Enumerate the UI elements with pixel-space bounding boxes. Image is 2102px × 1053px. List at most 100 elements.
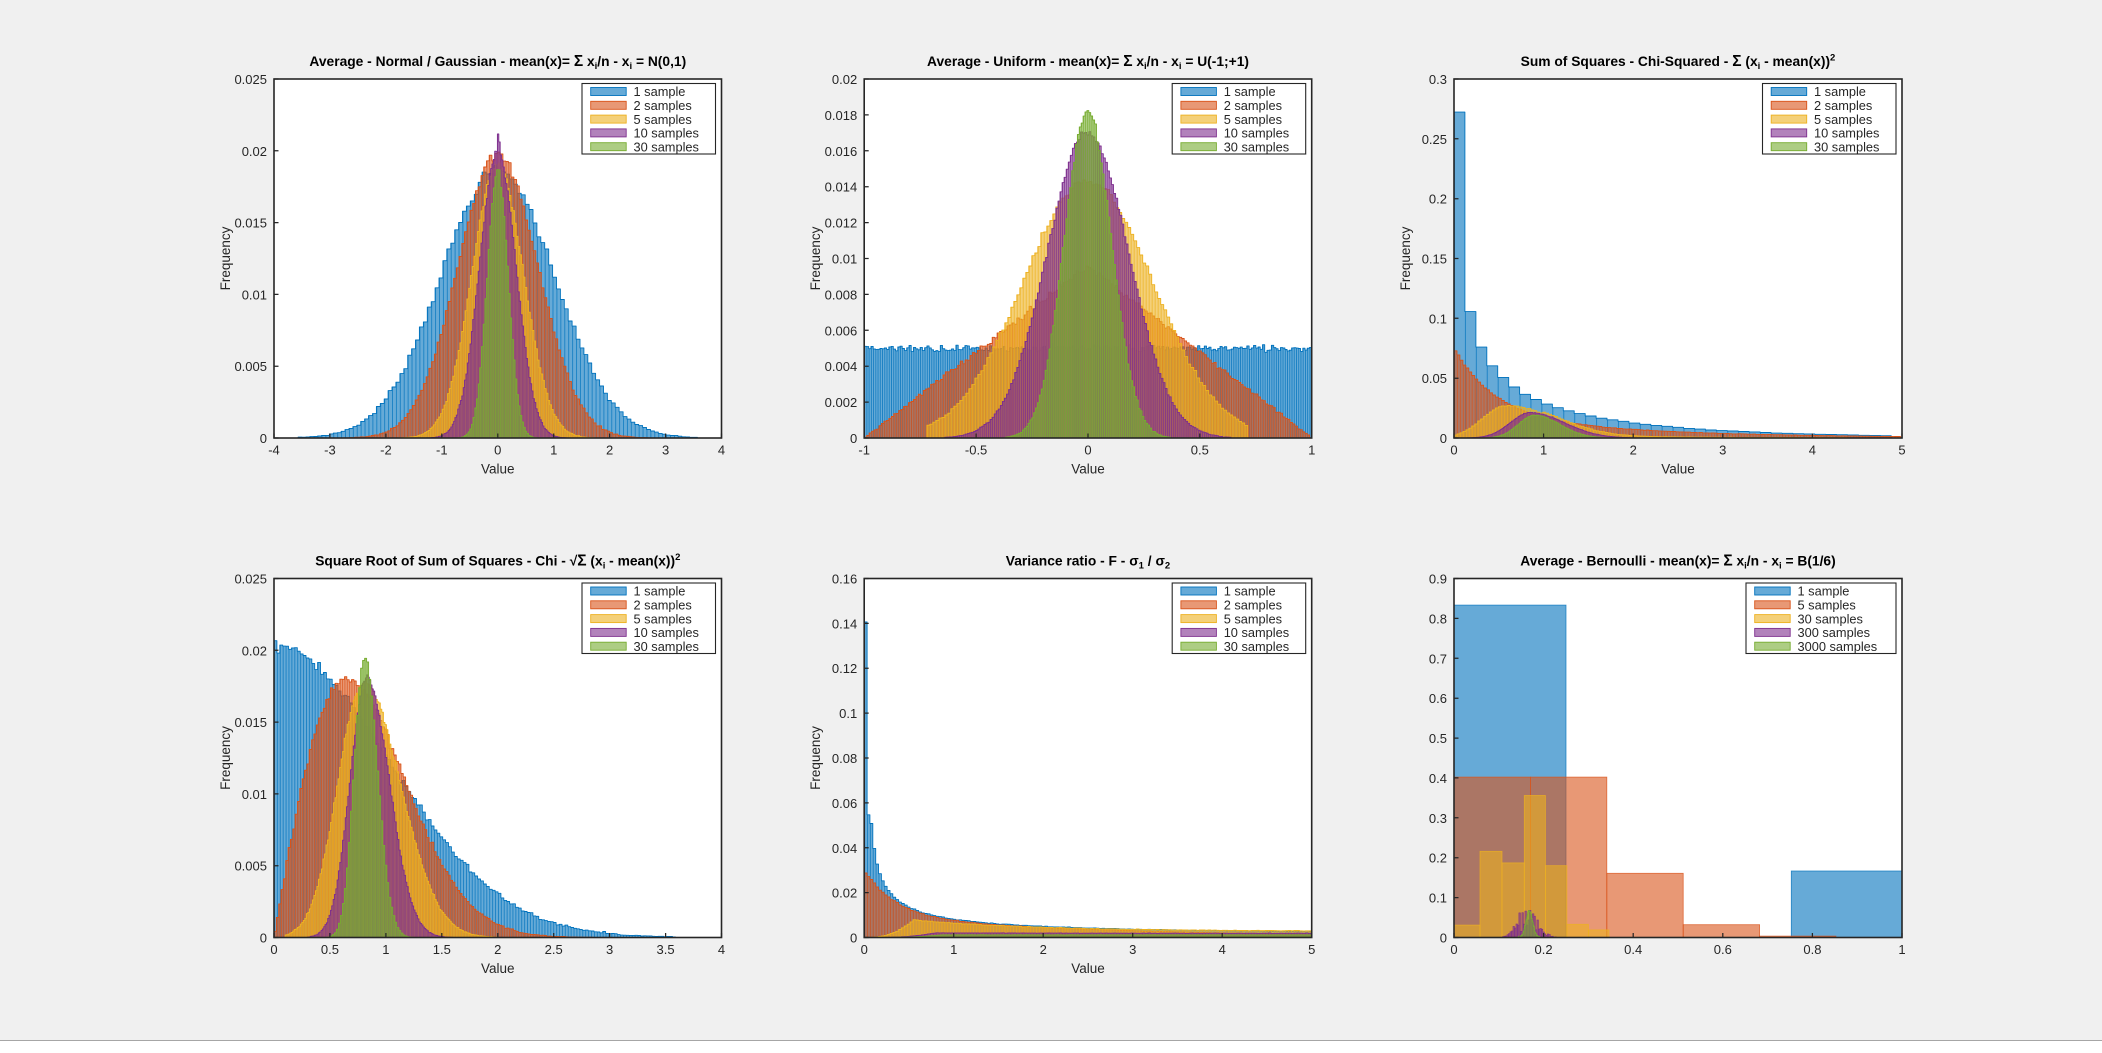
svg-text:3.5: 3.5 bbox=[657, 942, 675, 957]
svg-text:0.5: 0.5 bbox=[1429, 731, 1447, 746]
svg-text:2: 2 bbox=[1040, 942, 1047, 957]
svg-text:Square Root of Sum of Squares: Square Root of Sum of Squares - Chi - √Σ… bbox=[315, 552, 680, 572]
svg-text:-4: -4 bbox=[268, 443, 280, 458]
svg-text:0: 0 bbox=[1440, 931, 1447, 946]
svg-text:5 samples: 5 samples bbox=[634, 611, 692, 626]
svg-text:2: 2 bbox=[1630, 443, 1637, 458]
svg-text:0.02: 0.02 bbox=[242, 643, 267, 658]
svg-text:1: 1 bbox=[550, 443, 557, 458]
svg-text:0.15: 0.15 bbox=[1422, 252, 1447, 267]
svg-text:Average - Bernoulli - mean(x)=: Average - Bernoulli - mean(x)= Σ xi/n - … bbox=[1520, 553, 1835, 572]
svg-text:300 samples: 300 samples bbox=[1798, 625, 1871, 640]
svg-text:1.5: 1.5 bbox=[433, 942, 451, 957]
svg-text:0.3: 0.3 bbox=[1429, 811, 1447, 826]
svg-text:0.018: 0.018 bbox=[825, 108, 858, 123]
svg-text:Frequency: Frequency bbox=[1398, 226, 1413, 290]
svg-text:5: 5 bbox=[1308, 942, 1315, 957]
svg-text:0.2: 0.2 bbox=[1429, 192, 1447, 207]
svg-text:2.5: 2.5 bbox=[545, 942, 563, 957]
svg-text:0.016: 0.016 bbox=[825, 144, 858, 159]
svg-text:3: 3 bbox=[1129, 942, 1136, 957]
svg-text:4: 4 bbox=[1809, 443, 1816, 458]
svg-text:0.014: 0.014 bbox=[825, 180, 858, 195]
svg-text:0.4: 0.4 bbox=[1429, 771, 1447, 786]
svg-text:0.12: 0.12 bbox=[832, 661, 857, 676]
svg-text:1 sample: 1 sample bbox=[1798, 584, 1850, 599]
svg-text:0.5: 0.5 bbox=[1191, 443, 1209, 458]
svg-text:30 samples: 30 samples bbox=[1814, 139, 1879, 154]
svg-text:5 samples: 5 samples bbox=[1798, 598, 1856, 613]
svg-text:Value: Value bbox=[481, 961, 515, 976]
svg-text:0: 0 bbox=[1084, 443, 1091, 458]
svg-text:3: 3 bbox=[1719, 443, 1726, 458]
svg-text:10 samples: 10 samples bbox=[634, 625, 699, 640]
svg-text:0.008: 0.008 bbox=[825, 287, 858, 302]
svg-text:Value: Value bbox=[481, 462, 515, 477]
svg-text:2 samples: 2 samples bbox=[634, 598, 692, 613]
svg-text:0: 0 bbox=[1440, 431, 1447, 446]
svg-text:Average - Uniform - mean(x)= Σ: Average - Uniform - mean(x)= Σ xi/n - xi… bbox=[927, 53, 1249, 72]
svg-text:3: 3 bbox=[662, 443, 669, 458]
svg-text:30 samples: 30 samples bbox=[634, 639, 699, 654]
svg-text:1: 1 bbox=[1540, 443, 1547, 458]
svg-text:0.5: 0.5 bbox=[321, 942, 339, 957]
svg-text:2 samples: 2 samples bbox=[1224, 598, 1282, 613]
svg-text:10 samples: 10 samples bbox=[1224, 625, 1289, 640]
svg-text:0.3: 0.3 bbox=[1429, 72, 1447, 87]
svg-text:0.14: 0.14 bbox=[832, 616, 857, 631]
svg-text:1: 1 bbox=[950, 942, 957, 957]
svg-text:0.012: 0.012 bbox=[825, 216, 858, 231]
svg-text:0.7: 0.7 bbox=[1429, 651, 1447, 666]
svg-text:0.01: 0.01 bbox=[832, 252, 857, 267]
svg-text:0.006: 0.006 bbox=[825, 323, 858, 338]
svg-text:2 samples: 2 samples bbox=[634, 98, 692, 113]
svg-text:5 samples: 5 samples bbox=[634, 112, 692, 127]
svg-text:-3: -3 bbox=[324, 443, 336, 458]
svg-text:10 samples: 10 samples bbox=[1814, 126, 1879, 141]
svg-text:0.015: 0.015 bbox=[234, 715, 267, 730]
svg-text:0: 0 bbox=[494, 443, 501, 458]
svg-text:4: 4 bbox=[718, 443, 725, 458]
svg-text:Value: Value bbox=[1071, 961, 1105, 976]
svg-text:1 sample: 1 sample bbox=[634, 84, 686, 99]
svg-text:-1: -1 bbox=[858, 443, 870, 458]
svg-text:0.08: 0.08 bbox=[832, 751, 857, 766]
svg-text:Value: Value bbox=[1071, 462, 1105, 477]
svg-text:1 sample: 1 sample bbox=[1224, 584, 1276, 599]
svg-text:30 samples: 30 samples bbox=[1224, 139, 1289, 154]
svg-text:0.2: 0.2 bbox=[1429, 851, 1447, 866]
svg-text:Variance ratio - F - σ1 / σ2: Variance ratio - F - σ1 / σ2 bbox=[1006, 554, 1170, 572]
svg-text:0.002: 0.002 bbox=[825, 395, 858, 410]
svg-text:3: 3 bbox=[606, 942, 613, 957]
svg-text:0.1: 0.1 bbox=[1429, 311, 1447, 326]
svg-text:2 samples: 2 samples bbox=[1224, 98, 1282, 113]
svg-text:0.004: 0.004 bbox=[825, 359, 858, 374]
svg-text:Value: Value bbox=[1661, 462, 1695, 477]
svg-text:0: 0 bbox=[260, 431, 267, 446]
svg-text:Sum of Squares - Chi-Squared -: Sum of Squares - Chi-Squared - Σ (xi - m… bbox=[1521, 53, 1836, 73]
svg-text:-2: -2 bbox=[380, 443, 392, 458]
svg-text:0.02: 0.02 bbox=[242, 144, 267, 159]
svg-text:0: 0 bbox=[861, 942, 868, 957]
svg-text:2: 2 bbox=[606, 443, 613, 458]
svg-text:-0.5: -0.5 bbox=[965, 443, 987, 458]
svg-text:Average - Normal / Gaussian -: Average - Normal / Gaussian - mean(x)= Σ… bbox=[309, 53, 686, 72]
svg-text:4: 4 bbox=[1219, 942, 1226, 957]
svg-text:0.005: 0.005 bbox=[234, 859, 267, 874]
svg-text:0: 0 bbox=[1450, 443, 1457, 458]
svg-text:5 samples: 5 samples bbox=[1224, 611, 1282, 626]
svg-text:0.025: 0.025 bbox=[234, 72, 267, 87]
svg-text:0.6: 0.6 bbox=[1714, 942, 1732, 957]
svg-text:0.04: 0.04 bbox=[832, 841, 857, 856]
svg-text:0.005: 0.005 bbox=[234, 359, 267, 374]
svg-text:0.01: 0.01 bbox=[242, 787, 267, 802]
svg-text:0.4: 0.4 bbox=[1624, 942, 1642, 957]
svg-text:0: 0 bbox=[270, 942, 277, 957]
svg-text:0.06: 0.06 bbox=[832, 796, 857, 811]
svg-text:0: 0 bbox=[1450, 942, 1457, 957]
svg-text:5: 5 bbox=[1898, 443, 1905, 458]
svg-text:5 samples: 5 samples bbox=[1224, 112, 1282, 127]
svg-text:30 samples: 30 samples bbox=[634, 139, 699, 154]
svg-text:0: 0 bbox=[850, 431, 857, 446]
svg-text:30 samples: 30 samples bbox=[1798, 611, 1863, 626]
